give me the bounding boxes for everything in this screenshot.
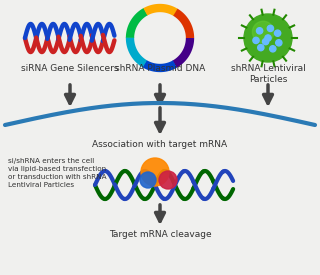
Circle shape [262,39,269,45]
Circle shape [252,21,274,43]
Circle shape [270,46,276,52]
Text: shRNA Lentiviral
Particles: shRNA Lentiviral Particles [231,64,305,84]
Circle shape [258,45,264,51]
Circle shape [159,171,177,189]
Text: siRNA Gene Silencers: siRNA Gene Silencers [21,64,119,73]
Text: Target mRNA cleavage: Target mRNA cleavage [109,230,211,239]
Circle shape [253,37,259,43]
Text: si/shRNA enters the cell
via lipid-based transfection
or transduction with shRNA: si/shRNA enters the cell via lipid-based… [8,158,107,188]
Circle shape [141,158,169,186]
Circle shape [244,14,292,62]
Circle shape [275,30,281,36]
Circle shape [276,40,282,46]
Circle shape [265,35,271,41]
Text: Association with target mRNA: Association with target mRNA [92,140,228,149]
Circle shape [140,172,156,188]
Text: shRNA Plasmid DNA: shRNA Plasmid DNA [115,64,205,73]
Circle shape [257,28,263,34]
Circle shape [267,25,274,32]
